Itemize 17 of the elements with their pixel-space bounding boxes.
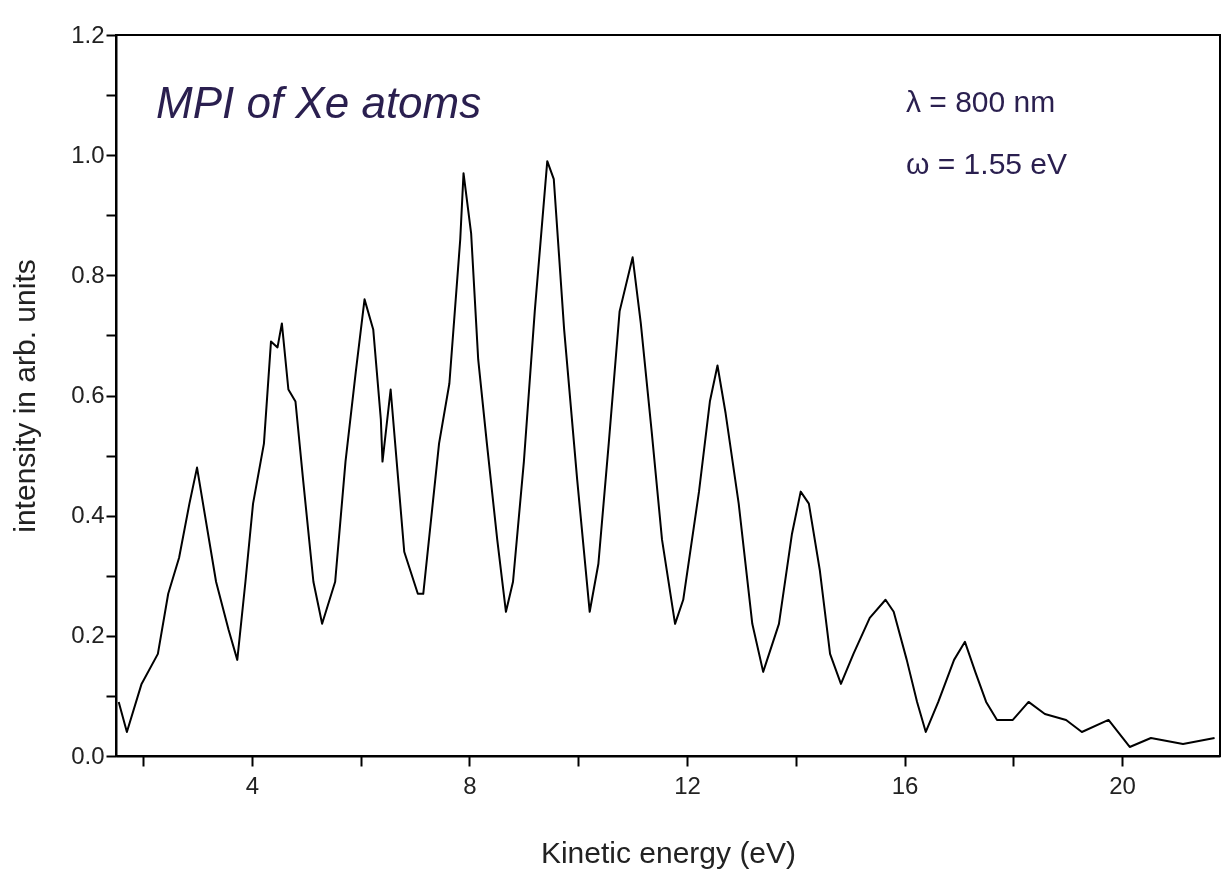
x-tick-label: 8: [463, 771, 477, 799]
y-tick-label: 0.6: [71, 381, 105, 408]
x-tick-label: 20: [1109, 771, 1136, 799]
annotation: MPI of Xe atoms: [156, 78, 482, 127]
y-tick-label: 1.0: [71, 140, 105, 168]
y-tick-label: 0.2: [71, 621, 105, 649]
x-tick-label: 4: [245, 771, 260, 799]
x-tick-label: 16: [891, 771, 919, 799]
y-tick-label: 1.2: [71, 20, 105, 48]
annotation: λ = 800 nm: [906, 85, 1056, 118]
y-axis-title: intensity in arb. units: [8, 259, 42, 533]
x-tick-label: 12: [674, 771, 701, 799]
y-tick-label: 0.4: [71, 501, 105, 529]
x-axis-title: Kinetic energy (eV): [540, 835, 797, 869]
y-tick-label: 0.0: [71, 741, 105, 769]
y-tick-label: 0.8: [71, 260, 105, 288]
annotation: ω = 1.55 eV: [906, 147, 1068, 180]
